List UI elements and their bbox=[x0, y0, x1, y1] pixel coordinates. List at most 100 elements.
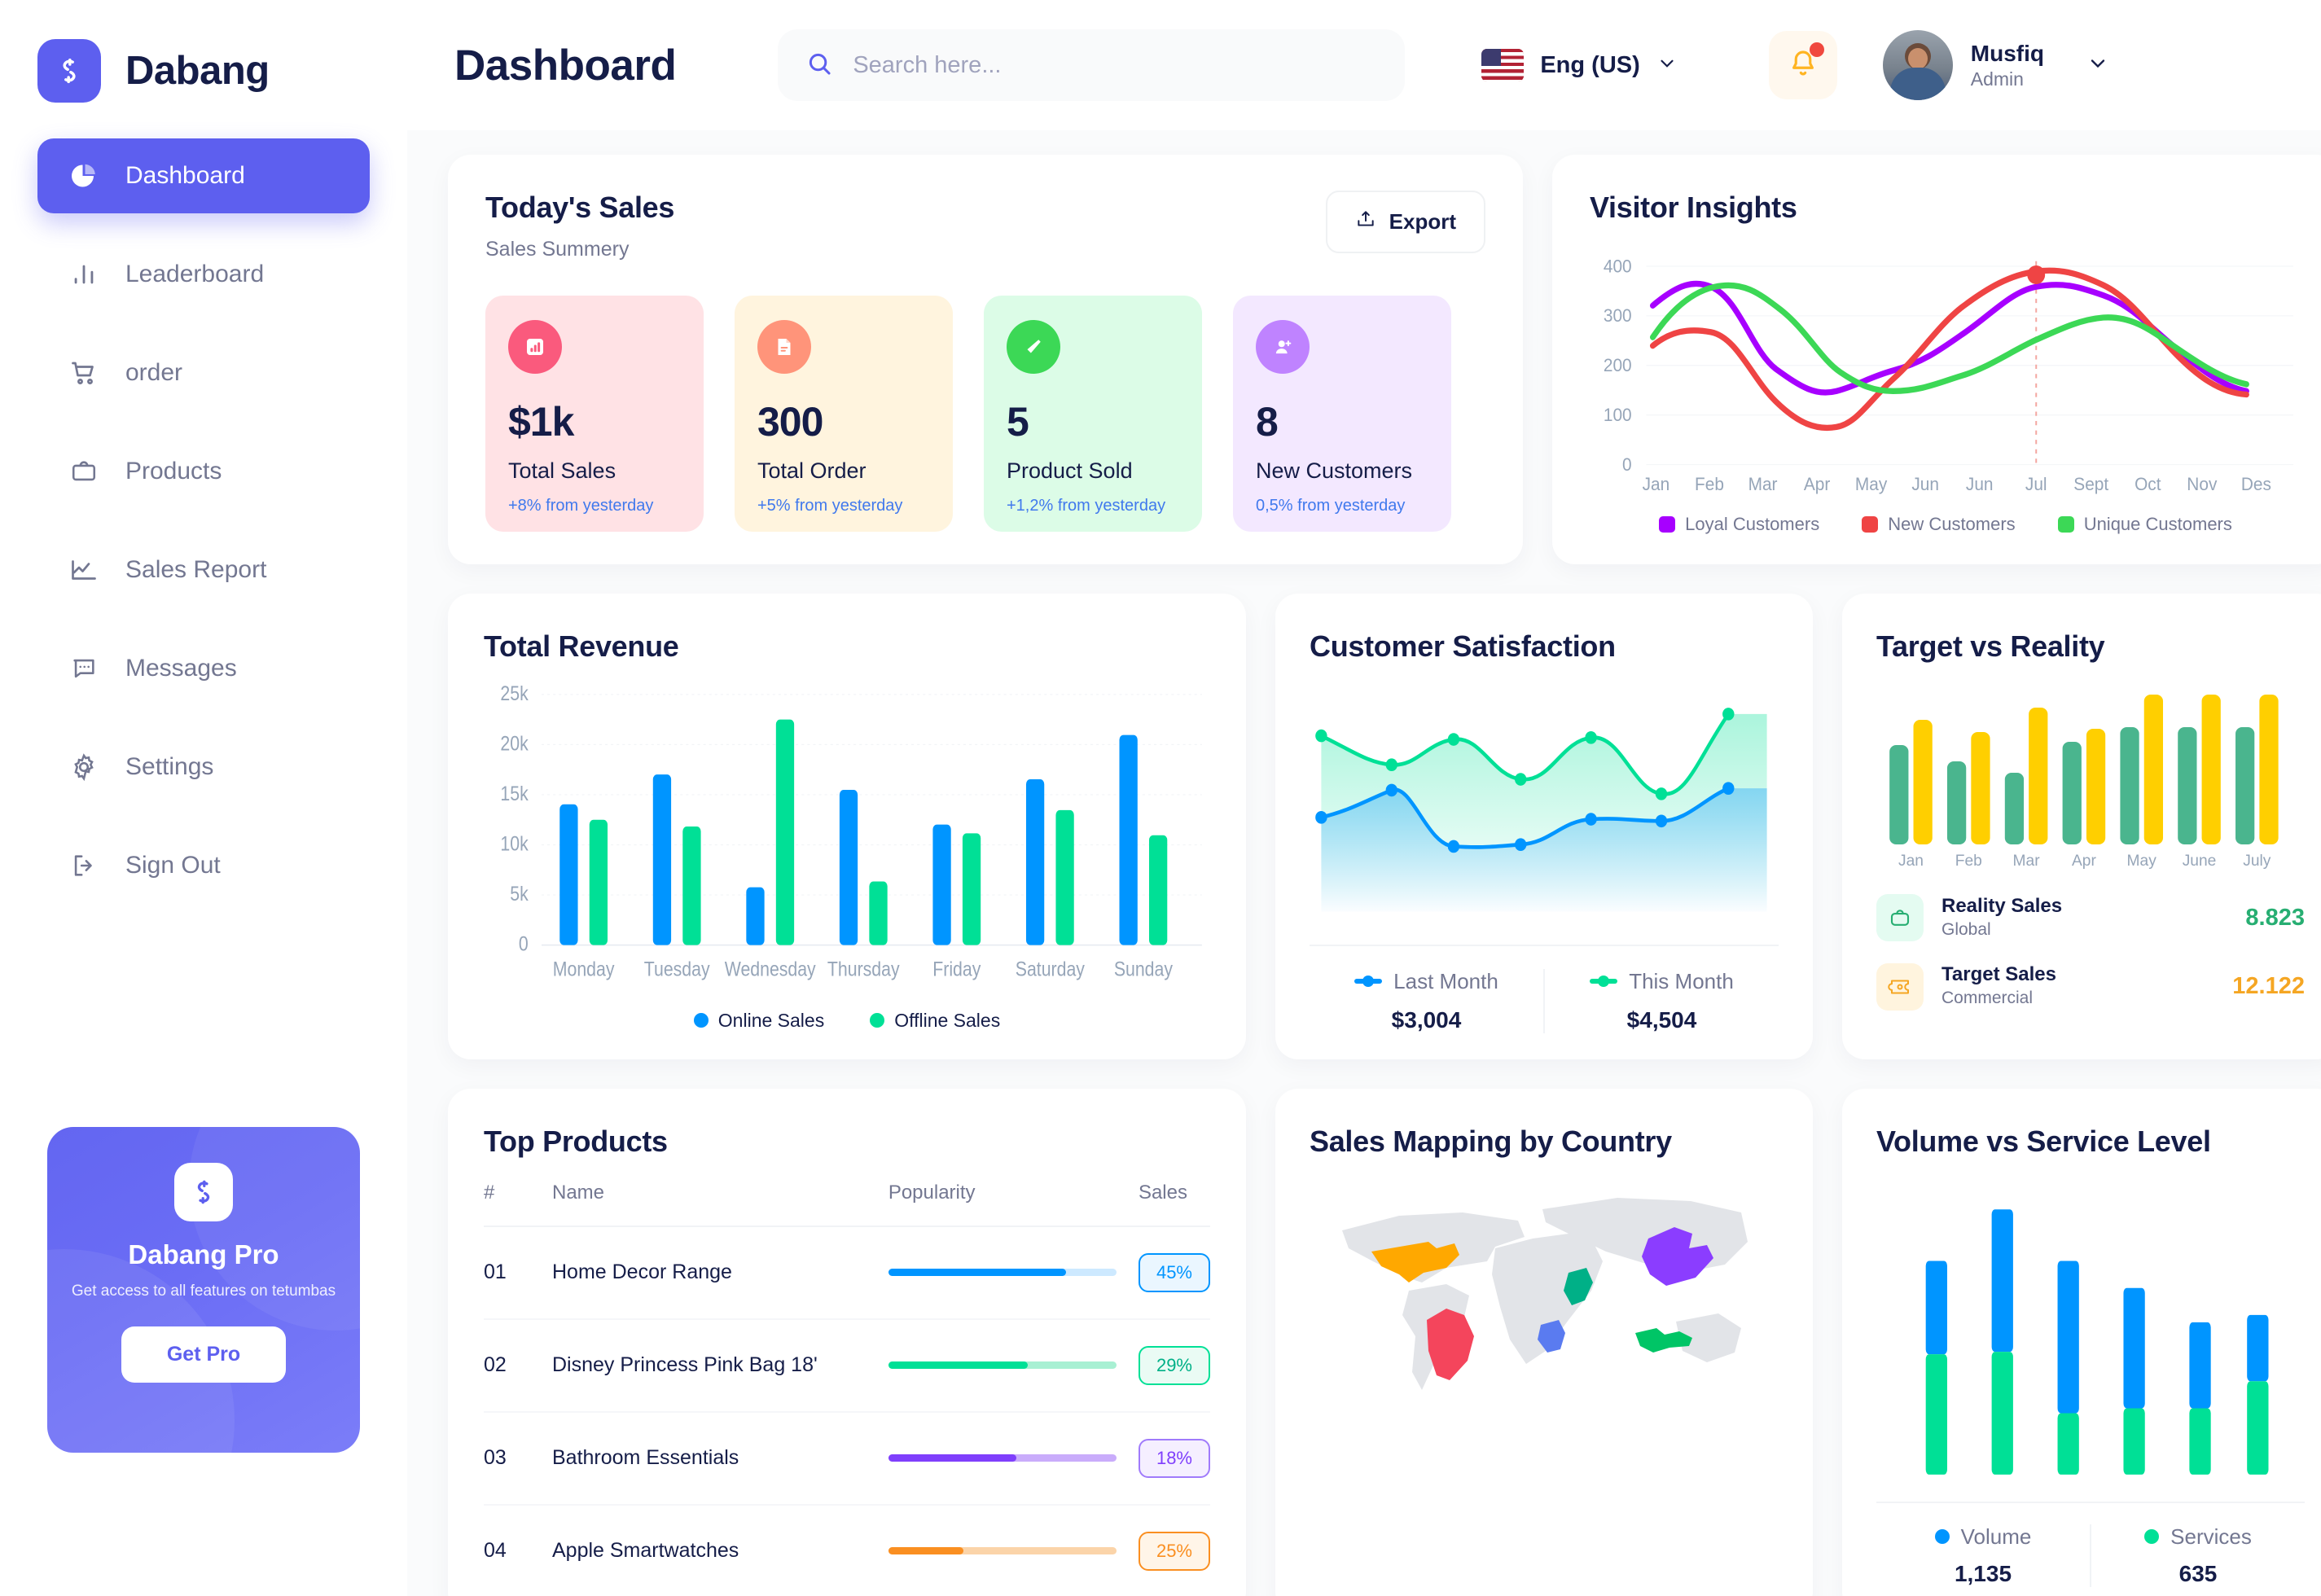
row-1: Today's Sales Sales Summery Export bbox=[448, 155, 2321, 564]
dashboard-content: Today's Sales Sales Summery Export bbox=[407, 130, 2321, 1596]
sidebar-item-products[interactable]: Products bbox=[37, 434, 370, 509]
user-role: Admin bbox=[1970, 68, 2024, 90]
table-row[interactable]: 04 Apple Smartwatches 25% bbox=[484, 1505, 1210, 1596]
stat-label: New Customers bbox=[1256, 458, 1413, 483]
svg-text:20k: 20k bbox=[500, 732, 529, 755]
stat-tile-product-sold[interactable]: 5 Product Sold +1,2% from yesterday bbox=[984, 296, 1202, 532]
legend-label: Unique Customers bbox=[2083, 514, 2232, 534]
customer-satisfaction-legend: Last Month $3,004 This Month $4, bbox=[1310, 944, 1779, 1033]
stat-tile-total-order[interactable]: 300 Total Order +5% from yesterday bbox=[735, 296, 953, 532]
export-label: Export bbox=[1389, 209, 1456, 234]
stat-tile-total-sales[interactable]: $1k Total Sales +8% from yesterday bbox=[485, 296, 704, 532]
total-revenue-legend: Online Sales Offline Sales bbox=[484, 1010, 1210, 1032]
notifications-button[interactable] bbox=[1768, 31, 1837, 99]
legend-item-reality-sales: Reality Sales Global 8.823 bbox=[1876, 894, 2305, 942]
customer-satisfaction-card: Customer Satisfaction bbox=[1275, 594, 1813, 1059]
legend-total: 12.122 bbox=[2232, 973, 2305, 1000]
svg-text:25k: 25k bbox=[500, 682, 529, 704]
row-popularity bbox=[888, 1318, 1139, 1413]
tag-icon bbox=[1007, 320, 1060, 374]
sidebar-item-settings[interactable]: Settings bbox=[37, 730, 370, 805]
todays-sales-card: Today's Sales Sales Summery Export bbox=[448, 155, 1523, 564]
user-menu[interactable]: Musfiq Admin bbox=[1882, 30, 2109, 100]
volume-vs-service-legend: Volume 1,135 Services 635 bbox=[1876, 1501, 2305, 1587]
legend-sublabel: Global bbox=[1941, 920, 1991, 939]
stat-tiles: $1k Total Sales +8% from yesterday 300 T… bbox=[485, 296, 1485, 532]
legend-sublabel: Commercial bbox=[1941, 989, 2034, 1008]
customer-satisfaction-chart bbox=[1310, 683, 1779, 928]
svg-text:May: May bbox=[2127, 853, 2157, 870]
search-input[interactable] bbox=[853, 51, 1378, 79]
stat-tile-new-customers[interactable]: 8 New Customers 0,5% from yesterday bbox=[1233, 296, 1451, 532]
sales-map-card: Sales Mapping by Country bbox=[1275, 1088, 1813, 1596]
svg-text:Jun: Jun bbox=[1966, 475, 1994, 495]
svg-text:Sept: Sept bbox=[2073, 475, 2108, 495]
sidebar-item-leaderboard[interactable]: Leaderboard bbox=[37, 237, 370, 312]
legend-item: Last Month $3,004 bbox=[1310, 969, 1543, 1033]
language-selector[interactable]: Eng (US) bbox=[1481, 49, 1677, 81]
row-sales: 45% bbox=[1138, 1226, 1210, 1320]
status-badge: 29% bbox=[1138, 1345, 1210, 1385]
svg-text:Wednesday: Wednesday bbox=[725, 958, 816, 980]
svg-text:100: 100 bbox=[1604, 406, 1632, 426]
svg-text:May: May bbox=[1855, 475, 1888, 495]
brand[interactable]: Dabang bbox=[0, 0, 407, 103]
language-label: Eng (US) bbox=[1540, 51, 1640, 78]
stat-value: 8 bbox=[1256, 399, 1279, 445]
bar-chart-icon bbox=[508, 320, 562, 374]
row-index: 01 bbox=[484, 1226, 552, 1320]
legend-swatch bbox=[870, 1013, 885, 1028]
sidebar-item-label: Messages bbox=[125, 655, 237, 682]
legend-total: 635 bbox=[2178, 1560, 2218, 1586]
volume-vs-service-card: Volume vs Service Level bbox=[1842, 1088, 2321, 1596]
stat-delta: 0,5% from yesterday bbox=[1256, 497, 1406, 515]
bag-icon bbox=[1876, 894, 1924, 942]
sidebar-item-order[interactable]: order bbox=[37, 335, 370, 410]
table-row[interactable]: 03 Bathroom Essentials 18% bbox=[484, 1411, 1210, 1506]
visitor-insights-chart: 400 300 200 100 0 Jan bbox=[1590, 249, 2301, 506]
legend-total: 8.823 bbox=[2245, 904, 2305, 931]
map-country-congo bbox=[1538, 1319, 1565, 1353]
bar-chart-icon bbox=[67, 257, 101, 292]
legend-item: Offline Sales bbox=[870, 1010, 1000, 1032]
row-3: Top Products # Name Popularity Sales bbox=[448, 1088, 2321, 1596]
user-name: Musfiq bbox=[1970, 40, 2044, 66]
stat-delta: +5% from yesterday bbox=[757, 497, 903, 515]
table-row[interactable]: 01 Home Decor Range 45% bbox=[484, 1226, 1210, 1320]
search-bar[interactable] bbox=[778, 29, 1406, 101]
svg-text:Thursday: Thursday bbox=[827, 958, 900, 980]
brand-name: Dabang bbox=[125, 49, 270, 93]
line-chart-icon bbox=[67, 553, 101, 587]
column-header: Sales bbox=[1138, 1181, 1210, 1227]
sidebar-item-sales-report[interactable]: Sales Report bbox=[37, 533, 370, 607]
export-button[interactable]: Export bbox=[1325, 191, 1485, 253]
bag-icon bbox=[67, 454, 101, 489]
svg-text:Des: Des bbox=[2241, 475, 2271, 495]
legend-swatch bbox=[693, 1013, 709, 1028]
column-header: # bbox=[484, 1181, 552, 1227]
chat-icon bbox=[67, 651, 101, 686]
legend-item: Services 635 bbox=[2090, 1524, 2305, 1587]
column-header: Name bbox=[552, 1181, 888, 1227]
legend-label: Services bbox=[2170, 1524, 2252, 1549]
row-name: Apple Smartwatches bbox=[552, 1539, 739, 1563]
svg-text:Oct: Oct bbox=[2135, 475, 2161, 495]
sidebar-item-dashboard[interactable]: Dashboard bbox=[37, 138, 370, 213]
table-row[interactable]: 02 Disney Princess Pink Bag 18' 29% bbox=[484, 1318, 1210, 1413]
sidebar-item-sign-out[interactable]: Sign Out bbox=[37, 828, 370, 903]
map-country-brazil bbox=[1427, 1308, 1474, 1380]
svg-text:Nov: Nov bbox=[2187, 475, 2217, 495]
card-title: Customer Satisfaction bbox=[1310, 629, 1616, 663]
sidebar-item-messages[interactable]: Messages bbox=[37, 631, 370, 706]
svg-text:July: July bbox=[2243, 853, 2271, 870]
world-map[interactable] bbox=[1310, 1177, 1779, 1421]
target-vs-reality-legend: Reality Sales Global 8.823 Target Sales bbox=[1876, 894, 2305, 1032]
total-revenue-chart: 25k 20k 15k 10k 5k 0 bbox=[484, 682, 1210, 1003]
legend-swatch bbox=[2057, 516, 2074, 533]
get-pro-button[interactable]: Get Pro bbox=[121, 1326, 287, 1383]
status-badge: 25% bbox=[1138, 1531, 1210, 1571]
legend-item: Unique Customers bbox=[2057, 514, 2232, 535]
legend-item: Loyal Customers bbox=[1659, 514, 1819, 535]
dabang-logo-icon bbox=[174, 1163, 233, 1221]
top-bar: Dashboard Eng (US) bbox=[407, 0, 2321, 130]
